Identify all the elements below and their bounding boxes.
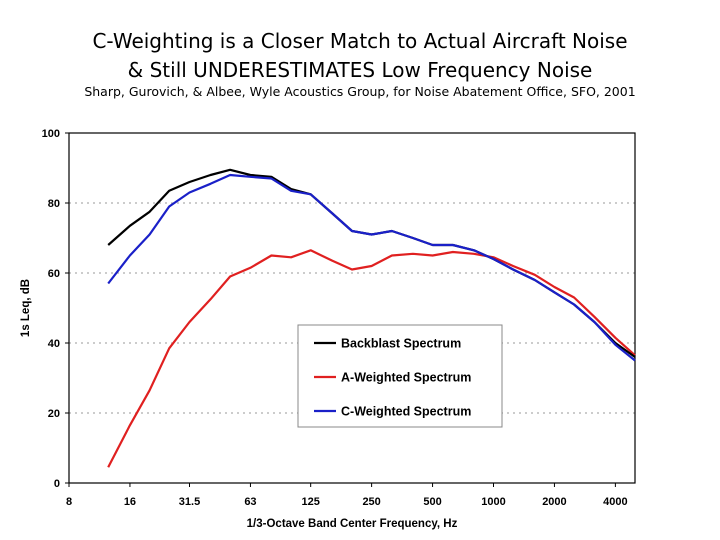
y-tick-label: 100 — [42, 128, 60, 140]
y-tick-label: 0 — [54, 478, 60, 490]
y-tick-label: 60 — [48, 268, 60, 280]
x-tick-label: 125 — [301, 496, 319, 508]
series-lines — [107, 168, 636, 468]
legend-entry: Backblast Spectrum — [341, 337, 461, 351]
x-tick-label: 1000 — [481, 496, 505, 508]
plot-frame — [68, 132, 636, 484]
x-tick-label: 500 — [423, 496, 441, 508]
x-tick-label: 2000 — [542, 496, 566, 508]
x-tick-label: 250 — [362, 496, 380, 508]
y-tick-label: 20 — [48, 408, 60, 420]
chart-title-line2: & Still UNDERESTIMATES Low Frequency Noi… — [127, 58, 593, 82]
x-tick-label: 4000 — [603, 496, 627, 508]
chart-title-line1: C-Weighting is a Closer Match to Actual … — [92, 29, 628, 53]
x-tick-label: 63 — [244, 496, 256, 508]
x-tick-label: 16 — [124, 496, 136, 508]
x-tick-label: 8 — [66, 496, 72, 508]
chart-subtitle: Sharp, Gurovich, & Albee, Wyle Acoustics… — [84, 84, 636, 99]
series-line-2 — [107, 173, 636, 362]
y-axis-ticks: 0 20 40 60 80 100 — [42, 128, 69, 490]
x-axis-label: 1/3-Octave Band Center Frequency, Hz — [247, 518, 458, 530]
legend-entry: C-Weighted Spectrum — [341, 405, 471, 419]
x-tick-label: 31.5 — [179, 496, 200, 508]
x-axis-ticks: 8 16 31.5 63 125 250 500 1000 2000 4000 — [66, 483, 628, 508]
y-axis-label: 1s Leq, dB — [20, 279, 32, 337]
y-tick-label: 80 — [48, 198, 60, 210]
y-tick-label: 40 — [48, 338, 60, 350]
series-line-1 — [107, 249, 636, 468]
legend: Backblast Spectrum A-Weighted Spectrum C-W… — [297, 324, 503, 428]
legend-entry: A-Weighted Spectrum — [341, 371, 471, 385]
